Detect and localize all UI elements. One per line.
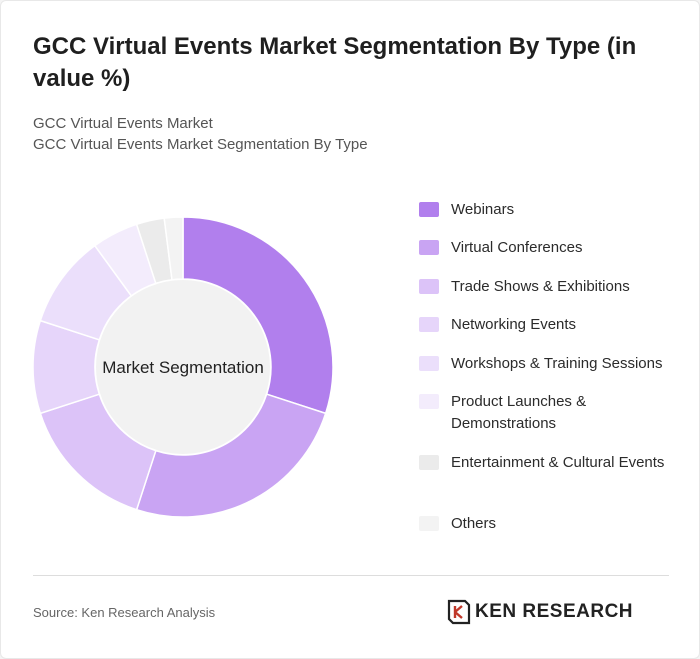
legend-label: Product Launches & Demonstrations (451, 393, 587, 432)
donut-slice-webinars[interactable] (182, 216, 334, 415)
ken-research-logo-icon (447, 599, 471, 625)
legend-label: Virtual Conferences (451, 239, 583, 256)
chart-subtitle-market: GCC Virtual Events Market (33, 115, 213, 132)
legend-swatch (419, 455, 439, 470)
source-note: Source: Ken Research Analysis (33, 605, 216, 620)
legend-swatch (419, 516, 439, 531)
ken-research-logo-text: KEN RESEARCH (475, 601, 634, 622)
legend-item[interactable]: Others (419, 513, 689, 535)
legend-label: Others (451, 515, 497, 532)
legend-label: Trade Shows & Exhibitions (451, 278, 630, 295)
legend-label: Networking Events (451, 316, 577, 333)
legend-swatch (419, 356, 439, 371)
legend-item[interactable]: Product Launches & Demonstrations (419, 391, 689, 435)
donut-center (96, 280, 270, 454)
legend-item[interactable]: Webinars (419, 199, 689, 221)
donut-center-label: Market Segmentation (102, 358, 264, 377)
legend-item[interactable]: Workshops & Training Sessions (419, 353, 689, 375)
legend-item[interactable]: Virtual Conferences (419, 237, 689, 259)
legend-label: Workshops & Training Sessions (451, 355, 663, 372)
legend-item[interactable]: Networking Events (419, 314, 689, 336)
legend-label: Webinars (451, 201, 515, 218)
ken-research-logo: KEN RESEARCH (447, 599, 633, 625)
donut-slice-others[interactable] (163, 216, 184, 281)
chart-title: GCC Virtual Events Market Segmentation B… (33, 33, 637, 92)
chart-subtitle-segmentation: GCC Virtual Events Market Segmentation B… (33, 136, 368, 153)
legend-swatch (419, 279, 439, 294)
legend-swatch (419, 240, 439, 255)
footer-divider (33, 575, 669, 576)
legend-swatch (419, 317, 439, 332)
legend-item[interactable]: Trade Shows & Exhibitions (419, 276, 689, 298)
legend-label: Entertainment & Cultural Events (451, 454, 665, 471)
legend-item[interactable]: Entertainment & Cultural Events (419, 452, 689, 474)
legend-swatch (419, 202, 439, 217)
donut-slice-virtual-conferences[interactable] (135, 393, 327, 518)
donut-chart: Market Segmentation (32, 216, 334, 518)
legend-swatch (419, 394, 439, 409)
